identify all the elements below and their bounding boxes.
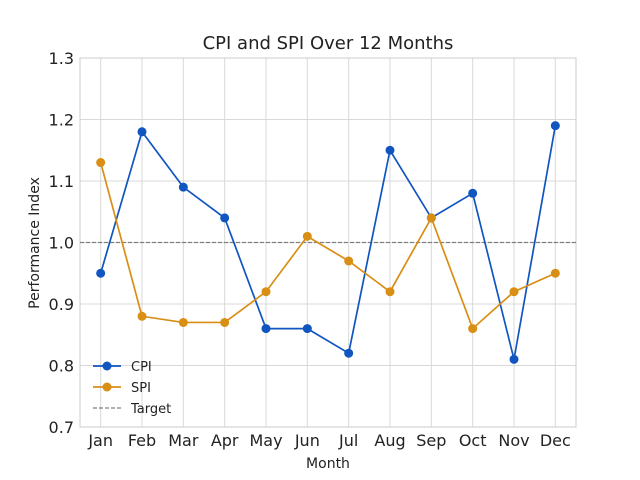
cpi-point [385, 145, 395, 155]
y-tick-label: 0.8 [49, 357, 74, 376]
y-tick-label: 1.3 [49, 49, 74, 68]
legend-label-spi: SPI [131, 381, 151, 396]
x-tick-labels: Jan Feb Mar Apr May Jun Jul Aug Sep Oct Nov Dec [87, 431, 570, 450]
cpi-point [509, 354, 519, 364]
cpi-point [302, 324, 312, 334]
spi-point [550, 268, 560, 278]
spi-point [509, 287, 519, 297]
x-tick-label: Feb [128, 431, 156, 450]
y-tick-labels: 0.7 0.8 0.9 1.0 1.1 1.2 1.3 [49, 49, 74, 437]
y-tick-label: 1.0 [49, 234, 74, 253]
cpi-point [261, 324, 271, 334]
x-tick-label: Dec [540, 431, 571, 450]
x-tick-label: Jun [294, 431, 320, 450]
spi-point [344, 256, 354, 266]
spi-point [261, 287, 271, 297]
x-tick-label: Mar [168, 431, 199, 450]
chart-title: CPI and SPI Over 12 Months [203, 33, 454, 54]
y-axis-label: Performance Index [27, 177, 43, 309]
cpi-line [99, 125, 557, 360]
spi-point [385, 287, 395, 297]
cpi-point [220, 213, 230, 223]
legend-marker-cpi [102, 361, 112, 371]
spi-point [137, 311, 147, 321]
cpi-point [96, 268, 106, 278]
legend-label-target: Target [130, 402, 171, 417]
y-tick-label: 1.1 [49, 172, 74, 191]
series-layer [96, 121, 560, 364]
cpi-point [344, 348, 354, 358]
legend: CPI SPI Target [93, 360, 171, 417]
y-tick-label: 0.7 [49, 418, 74, 437]
x-tick-label: Jan [87, 431, 113, 450]
spi-point [178, 317, 188, 327]
x-tick-label: Aug [374, 431, 405, 450]
cpi-point [468, 188, 478, 198]
spi-point [96, 158, 106, 168]
x-tick-label: Jul [338, 431, 358, 450]
x-tick-label: Sep [416, 431, 446, 450]
x-tick-label: May [249, 431, 282, 450]
x-tick-label: Nov [498, 431, 529, 450]
x-tick-label: Oct [459, 431, 487, 450]
cpi-point [178, 182, 188, 192]
y-tick-label: 0.9 [49, 295, 74, 314]
cpi-point [137, 127, 147, 137]
spi-point [426, 213, 436, 223]
y-tick-label: 1.2 [49, 111, 74, 130]
spi-point [468, 324, 478, 334]
cpi-point [550, 121, 560, 131]
spi-point [302, 231, 312, 241]
legend-marker-spi [102, 382, 112, 392]
spi-line [99, 162, 556, 331]
x-tick-label: Apr [211, 431, 239, 450]
legend-label-cpi: CPI [131, 360, 152, 375]
x-axis-label: Month [306, 456, 350, 472]
spi-point [220, 317, 230, 327]
